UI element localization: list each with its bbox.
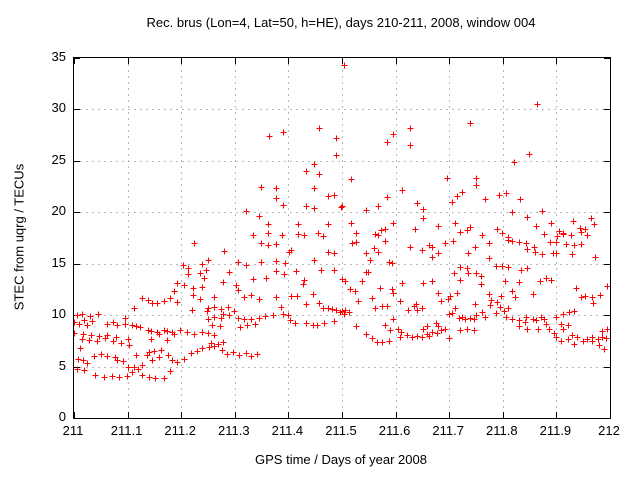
x-axis-label: GPS time / Days of year 2008 bbox=[255, 452, 427, 467]
x-tick-label: 211.3 bbox=[218, 423, 250, 438]
x-tick-label: 211.4 bbox=[271, 423, 304, 438]
x-tick-label: 211.1 bbox=[110, 423, 143, 438]
y-tick-label: 0 bbox=[58, 409, 66, 424]
x-tick-label: 211.5 bbox=[325, 423, 357, 438]
y-tick-label: 35 bbox=[51, 49, 66, 64]
y-tick-label: 5 bbox=[58, 357, 66, 373]
chart-title: Rec. brus (Lon=4, Lat=50, h=HE), days 21… bbox=[146, 15, 536, 30]
y-tick-label: 10 bbox=[51, 306, 66, 322]
x-tick-label: 211.7 bbox=[432, 423, 464, 438]
x-tick-label: 211.9 bbox=[539, 423, 572, 438]
y-tick-label: 20 bbox=[51, 203, 66, 219]
x-tick-label: 211.8 bbox=[486, 423, 518, 438]
y-tick-label: 25 bbox=[51, 151, 66, 167]
x-tick-label: 212 bbox=[598, 423, 620, 438]
plot-area bbox=[73, 57, 611, 419]
y-axis-label: STEC from uqrg / TECUs bbox=[11, 163, 27, 311]
data-points bbox=[74, 62, 610, 382]
x-tick-label: 211.6 bbox=[378, 423, 411, 438]
y-tick-label: 15 bbox=[51, 254, 66, 270]
scatter-canvas bbox=[74, 58, 610, 418]
x-tick-label: 211 bbox=[62, 423, 84, 438]
y-tick-label: 30 bbox=[51, 100, 66, 116]
x-tick-label: 211.2 bbox=[164, 423, 196, 438]
